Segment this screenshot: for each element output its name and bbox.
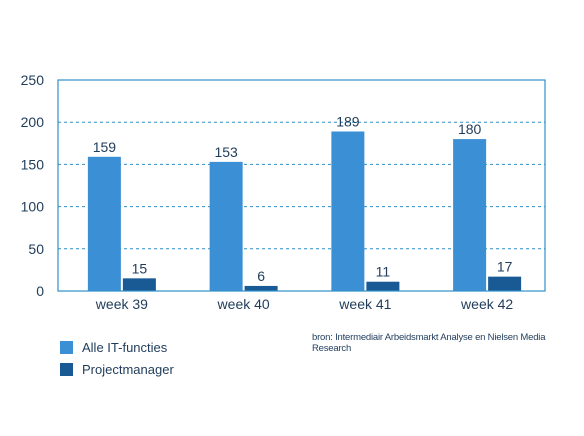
- y-tick-label: 200: [21, 114, 45, 130]
- bar-projectmanager: [366, 281, 400, 291]
- source-note: bron: Intermediair Arbeidsmarkt Analyse …: [312, 332, 546, 354]
- y-tick-label: 250: [21, 72, 45, 88]
- legend: Alle IT-functies Projectmanager: [60, 336, 174, 380]
- data-label: 180: [458, 121, 482, 137]
- y-axis-ticks: 0 50 100 150 200 250: [21, 72, 45, 299]
- bar-alle-it-functies: [209, 161, 243, 291]
- legend-swatch-alle-it-functies: [60, 340, 73, 354]
- data-label: 159: [93, 139, 117, 155]
- bars: [87, 131, 522, 291]
- bar-alle-it-functies: [453, 139, 487, 291]
- data-labels: 159 15 153 6 189 11 180 17: [93, 113, 513, 283]
- legend-item-alle-it-functies: Alle IT-functies: [60, 336, 174, 358]
- category-label: week 39: [95, 296, 148, 312]
- bar-alle-it-functies: [87, 156, 121, 291]
- bar-alle-it-functies: [331, 131, 365, 291]
- bar-projectmanager: [122, 278, 156, 291]
- data-label: 6: [257, 268, 265, 284]
- legend-label: Alle IT-functies: [82, 339, 168, 355]
- category-labels: week 39 week 40 week 41 week 42: [95, 296, 514, 312]
- category-label: week 41: [338, 296, 391, 312]
- category-label: week 42: [460, 296, 513, 312]
- y-tick-label: 50: [28, 241, 44, 257]
- legend-label: Projectmanager: [82, 361, 174, 377]
- y-tick-label: 150: [21, 156, 45, 172]
- category-label: week 40: [217, 296, 270, 312]
- plot-frame: [57, 79, 546, 292]
- y-tick-label: 0: [36, 283, 44, 299]
- bar-projectmanager: [488, 276, 522, 291]
- legend-item-projectmanager: Projectmanager: [60, 358, 174, 380]
- data-label: 17: [497, 259, 513, 275]
- y-tick-label: 100: [21, 199, 45, 215]
- bar-projectmanager: [244, 285, 278, 291]
- data-label: 189: [336, 113, 360, 129]
- legend-swatch-projectmanager: [60, 362, 73, 376]
- data-label: 11: [376, 264, 391, 280]
- data-label: 15: [132, 260, 148, 276]
- data-label: 153: [214, 144, 238, 160]
